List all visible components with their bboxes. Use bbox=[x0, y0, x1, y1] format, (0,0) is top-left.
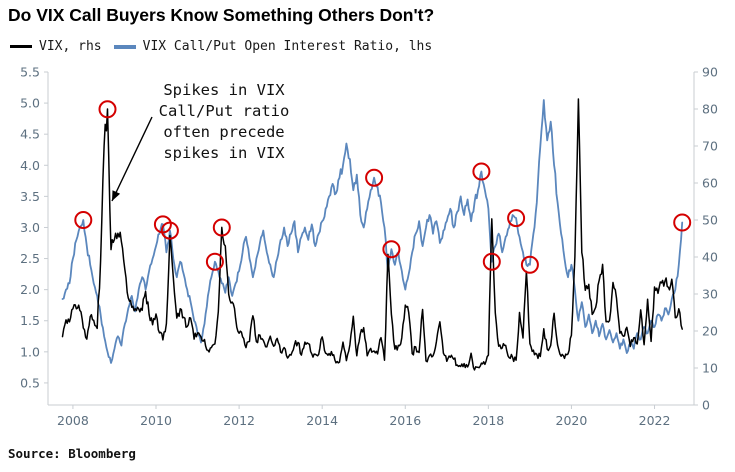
lhs-tick-label: 2.0 bbox=[20, 282, 40, 297]
x-tick-label: 2020 bbox=[556, 413, 588, 428]
spike-marker bbox=[507, 209, 526, 228]
spike-marker bbox=[98, 100, 117, 119]
legend-label-ratio: VIX Call/Put Open Interest Ratio, lhs bbox=[142, 39, 433, 54]
legend: VIX, rhs VIX Call/Put Open Interest Rati… bbox=[10, 39, 444, 54]
x-tick-label: 2014 bbox=[306, 413, 338, 428]
x-tick-label: 2016 bbox=[389, 413, 421, 428]
rhs-tick-label: 50 bbox=[702, 213, 718, 228]
annotation-line: spikes in VIX bbox=[163, 144, 285, 162]
rhs-tick-label: 0 bbox=[702, 398, 710, 413]
rhs-tick-label: 20 bbox=[702, 324, 718, 339]
spike-marker bbox=[212, 218, 231, 237]
x-tick-label: 2008 bbox=[57, 413, 89, 428]
chart-title: Do VIX Call Buyers Know Something Others… bbox=[8, 5, 435, 25]
chart-annotation: Spikes in VIX Call/Put ratio often prece… bbox=[138, 80, 310, 164]
spike-marker bbox=[365, 168, 384, 187]
annotation-line: Call/Put ratio bbox=[158, 102, 290, 120]
x-tick-label: 2012 bbox=[223, 413, 255, 428]
legend-item-ratio: VIX Call/Put Open Interest Ratio, lhs bbox=[113, 39, 433, 54]
spike-marker bbox=[205, 252, 224, 271]
lhs-tick-label: 3.0 bbox=[20, 220, 40, 235]
rhs-tick-label: 90 bbox=[702, 65, 718, 80]
rhs-tick-label: 10 bbox=[702, 361, 718, 376]
x-tick-label: 2022 bbox=[639, 413, 671, 428]
lhs-tick-label: 4.0 bbox=[20, 158, 40, 173]
x-tick-label: 2018 bbox=[472, 413, 504, 428]
lhs-tick-label: 3.5 bbox=[20, 189, 40, 204]
annotation-arrowhead-icon bbox=[112, 190, 121, 201]
source-text: Source: Bloomberg bbox=[8, 446, 136, 461]
annotation-arrow bbox=[111, 116, 153, 202]
rhs-tick-label: 80 bbox=[702, 102, 718, 117]
lhs-tick-label: 1.0 bbox=[20, 344, 40, 359]
spike-marker bbox=[382, 240, 401, 259]
spike-marker bbox=[160, 221, 179, 240]
x-tick-label: 2010 bbox=[140, 413, 172, 428]
lhs-tick-label: 1.5 bbox=[20, 313, 40, 328]
lhs-tick-label: 0.5 bbox=[20, 375, 40, 390]
legend-item-vix: VIX, rhs bbox=[10, 39, 102, 54]
spike-marker bbox=[74, 211, 93, 229]
legend-swatch-vix-icon bbox=[10, 45, 32, 48]
lhs-tick-label: 5.5 bbox=[20, 65, 40, 80]
lhs-tick-label: 2.5 bbox=[20, 251, 40, 266]
spike-marker bbox=[673, 213, 692, 232]
rhs-tick-label: 40 bbox=[702, 250, 718, 265]
legend-swatch-ratio-icon bbox=[113, 44, 136, 49]
lhs-tick-label: 4.5 bbox=[20, 127, 40, 142]
spike-marker bbox=[472, 162, 491, 181]
spike-marker bbox=[520, 255, 539, 274]
spike-marker bbox=[482, 252, 501, 271]
rhs-tick-label: 70 bbox=[702, 139, 718, 154]
lhs-tick-label: 5.0 bbox=[20, 96, 40, 111]
chart-plot: 0.5 1.0 1.5 2.0 2.5 3.0 3.5 4.0 4.5 5.0 5.5 0 10 20 30… bbox=[20, 65, 718, 429]
annotation-line: Spikes in VIX bbox=[163, 81, 285, 99]
vix-line bbox=[61, 98, 683, 371]
legend-label-vix: VIX, rhs bbox=[39, 39, 102, 54]
annotation-line: often precede bbox=[163, 123, 285, 141]
rhs-tick-label: 30 bbox=[702, 287, 718, 302]
rhs-tick-label: 60 bbox=[702, 176, 718, 191]
